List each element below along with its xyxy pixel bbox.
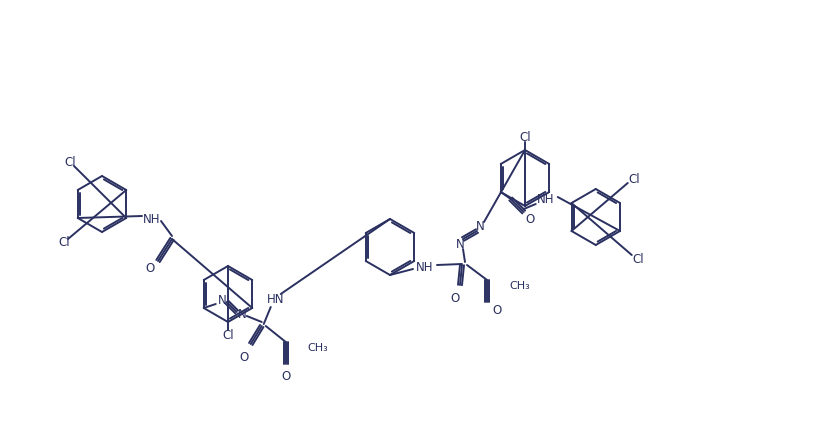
Text: Cl: Cl (59, 236, 69, 249)
Text: O: O (492, 304, 501, 317)
Text: NH: NH (415, 261, 433, 274)
Text: HN: HN (267, 293, 284, 306)
Text: O: O (145, 262, 155, 275)
Text: O: O (524, 213, 533, 226)
Text: Cl: Cl (518, 131, 530, 144)
Text: N: N (237, 308, 246, 321)
Text: NH: NH (143, 213, 161, 226)
Text: CH₃: CH₃ (508, 280, 529, 290)
Text: Cl: Cl (627, 173, 639, 186)
Text: O: O (281, 370, 290, 383)
Text: O: O (450, 292, 459, 305)
Text: N: N (217, 294, 226, 307)
Text: CH₃: CH₃ (308, 342, 328, 352)
Text: N: N (455, 238, 464, 251)
Text: N: N (475, 220, 484, 233)
Text: NH: NH (537, 193, 553, 206)
Text: Cl: Cl (222, 329, 233, 342)
Text: Cl: Cl (631, 253, 643, 266)
Text: Cl: Cl (64, 156, 76, 169)
Text: O: O (239, 351, 248, 364)
